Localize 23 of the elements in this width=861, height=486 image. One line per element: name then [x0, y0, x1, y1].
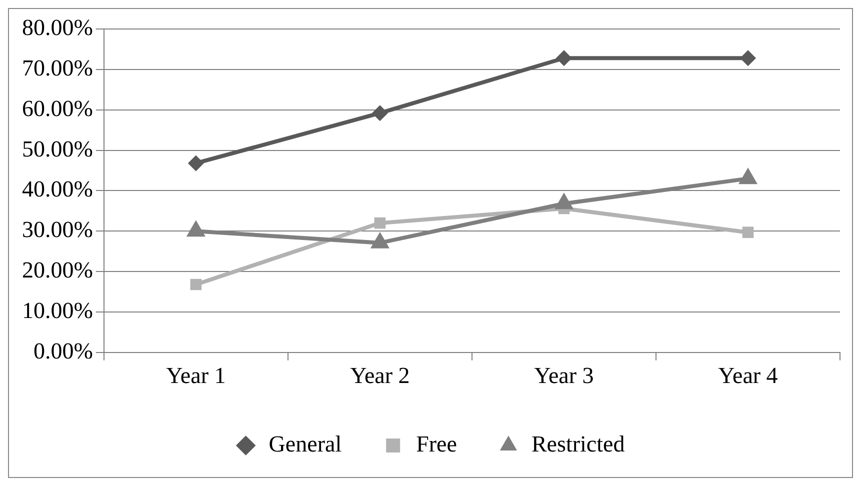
y-tick-label: 30.00%: [22, 217, 93, 242]
legend-label: General: [268, 432, 342, 457]
y-tick-label: 70.00%: [22, 55, 93, 80]
point: [740, 50, 756, 66]
point: [742, 226, 754, 238]
y-tick-label: 60.00%: [22, 96, 93, 121]
legend-label: Restricted: [531, 432, 626, 457]
point: [190, 278, 202, 290]
y-tick-label: 0.00%: [33, 338, 93, 364]
legend-label: Free: [416, 432, 457, 457]
x-tick-label: Year 4: [718, 363, 778, 388]
x-tick-label: Year 2: [350, 363, 410, 388]
point: [188, 155, 204, 172]
y-tick-label: 80.00%: [22, 15, 93, 40]
y-tick-label: 10.00%: [22, 298, 93, 324]
y-tick-label: 20.00%: [22, 258, 93, 283]
point: [556, 50, 572, 66]
y-tick-label: 40.00%: [22, 176, 93, 202]
point: [374, 217, 386, 229]
x-tick-label: Year 3: [534, 363, 594, 388]
x-tick-label: Year 1: [166, 363, 226, 388]
y-tick-label: 50.00%: [22, 136, 93, 162]
point: [372, 105, 388, 122]
